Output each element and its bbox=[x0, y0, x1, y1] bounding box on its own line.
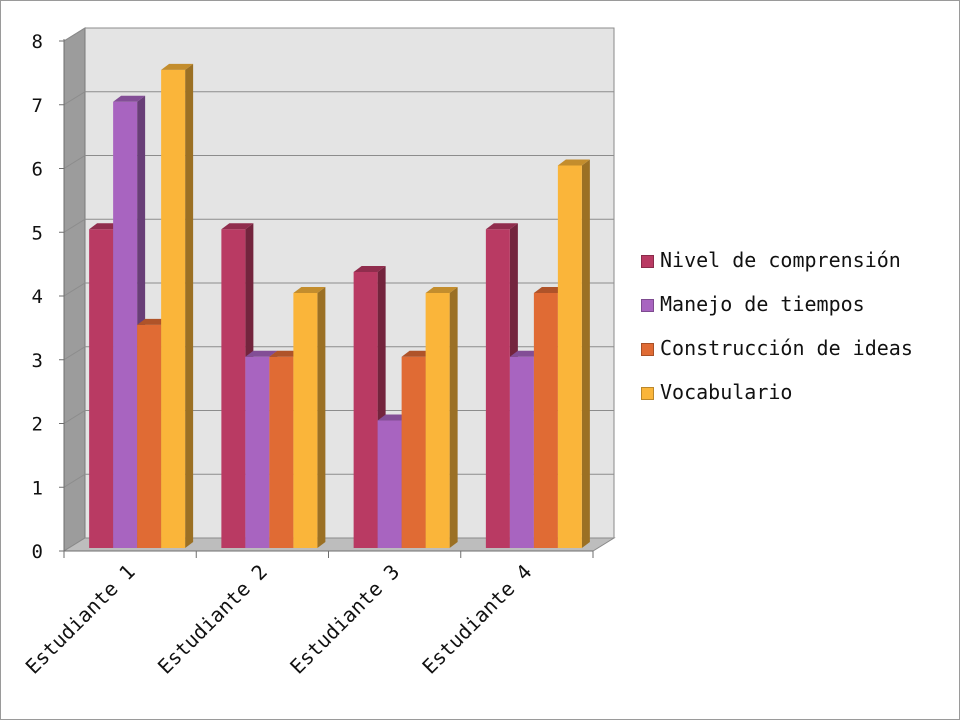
y-tick-label: 5 bbox=[32, 222, 43, 244]
bar-top bbox=[485, 223, 518, 230]
bar-side bbox=[317, 287, 326, 548]
y-tick-label: 3 bbox=[32, 350, 43, 372]
bar-front bbox=[269, 356, 294, 548]
gridline bbox=[63, 27, 614, 42]
y-tick-label: 2 bbox=[32, 414, 43, 436]
bar-group bbox=[89, 63, 590, 548]
legend-item: Manejo de tiempos bbox=[641, 293, 956, 316]
legend-swatch bbox=[641, 343, 654, 356]
legend: Nivel de comprensión Manejo de tiempos C… bbox=[641, 249, 956, 425]
bar-front bbox=[89, 229, 114, 548]
legend-label: Construcción de ideas bbox=[660, 336, 913, 360]
bar-front bbox=[485, 229, 510, 548]
bar-top bbox=[557, 159, 590, 166]
y-tick-label: 1 bbox=[32, 477, 43, 499]
bar-front bbox=[353, 271, 378, 548]
bar bbox=[401, 350, 434, 548]
y-tick-label: 4 bbox=[32, 286, 43, 308]
bar bbox=[293, 287, 326, 548]
bar-top bbox=[353, 265, 386, 272]
bar bbox=[425, 287, 458, 548]
bar bbox=[113, 95, 146, 548]
bar-front bbox=[245, 356, 270, 548]
bar bbox=[557, 159, 590, 548]
gridline bbox=[63, 218, 614, 233]
gridline bbox=[63, 282, 614, 297]
bar-front bbox=[293, 293, 318, 548]
bar-top bbox=[425, 287, 458, 293]
bar-top bbox=[245, 350, 278, 357]
legend-swatch bbox=[641, 299, 654, 312]
bar bbox=[221, 223, 254, 548]
bar-front bbox=[401, 356, 426, 548]
legend-label: Nivel de comprensión bbox=[660, 248, 901, 272]
bar-top bbox=[293, 287, 326, 293]
bar-front bbox=[161, 69, 186, 548]
bar-side bbox=[185, 63, 194, 548]
bar-top bbox=[113, 95, 146, 102]
bar-front bbox=[221, 229, 246, 548]
bar-front bbox=[533, 293, 558, 548]
legend-swatch bbox=[641, 255, 654, 268]
gridline bbox=[63, 155, 614, 169]
gridline bbox=[63, 91, 614, 106]
y-tick-label: 7 bbox=[32, 95, 43, 117]
legend-label: Manejo de tiempos bbox=[660, 292, 865, 316]
bar-front bbox=[113, 101, 138, 548]
bar-front bbox=[509, 356, 534, 548]
y-tick-label: 6 bbox=[32, 159, 43, 181]
bar bbox=[161, 63, 194, 548]
x-tick-label: Estudiante 4 bbox=[417, 560, 536, 679]
x-tick-label: Estudiante 2 bbox=[153, 560, 272, 679]
bar-front bbox=[425, 293, 450, 548]
legend-item: Nivel de comprensión bbox=[641, 249, 956, 272]
bar-side bbox=[581, 159, 590, 548]
bar-front bbox=[377, 420, 402, 548]
y-tick-label: 8 bbox=[32, 31, 43, 53]
legend-label: Vocabulario bbox=[660, 380, 793, 404]
bar-top bbox=[221, 223, 254, 230]
x-tick-label: Estudiante 3 bbox=[285, 560, 404, 679]
bar-side bbox=[449, 287, 458, 548]
x-tick-label: Estudiante 1 bbox=[21, 560, 140, 679]
bar-front bbox=[557, 165, 582, 548]
bar-top bbox=[161, 63, 194, 70]
y-tick-label: 0 bbox=[32, 541, 43, 563]
x-axis-ticks: Estudiante 1 Estudiante 2 Estudiante 3 Estu… bbox=[21, 551, 594, 679]
legend-swatch bbox=[641, 387, 654, 400]
bar-front bbox=[137, 324, 162, 548]
legend-item: Vocabulario bbox=[641, 381, 956, 404]
y-axis-ticks: 0 1 2 3 4 5 6 7 8 bbox=[32, 31, 64, 563]
legend-item: Construcción de ideas bbox=[641, 337, 956, 360]
